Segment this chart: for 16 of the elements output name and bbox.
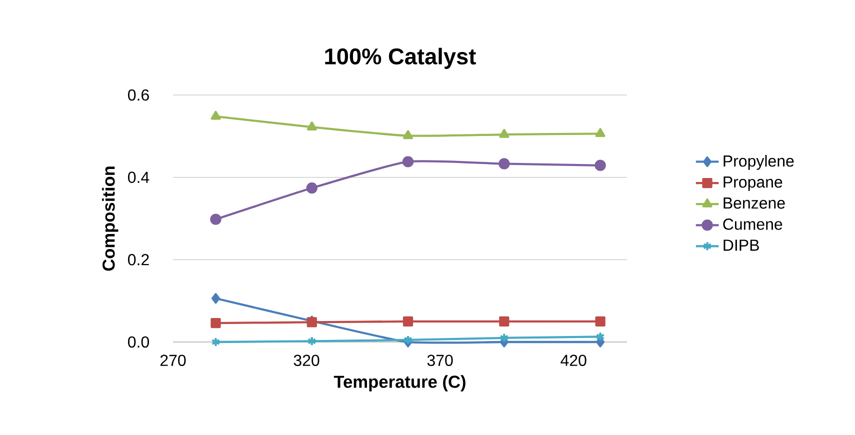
legend-label: Propylene <box>724 154 794 170</box>
y-tick-label: 0.2 <box>128 254 149 266</box>
x-tick-label: 370 <box>427 354 453 366</box>
x-axis-title: Temperature (C) <box>334 375 466 392</box>
y-axis-title: Composition <box>102 166 118 271</box>
legend-label: DIPB <box>724 240 759 251</box>
x-tick-label: 270 <box>160 354 186 366</box>
legend-label: Propane <box>724 176 782 191</box>
y-tick-label: 0.6 <box>128 89 149 101</box>
x-tick-label: 420 <box>560 354 586 366</box>
y-tick-label: 0.4 <box>128 172 150 183</box>
y-tick-label: 0.0 <box>128 336 150 348</box>
legend-label: Benzene <box>724 198 785 209</box>
x-tick-label: 320 <box>294 354 320 366</box>
legend-label: Cumene <box>723 218 782 230</box>
chart-title: 100% Catalyst <box>325 48 476 69</box>
